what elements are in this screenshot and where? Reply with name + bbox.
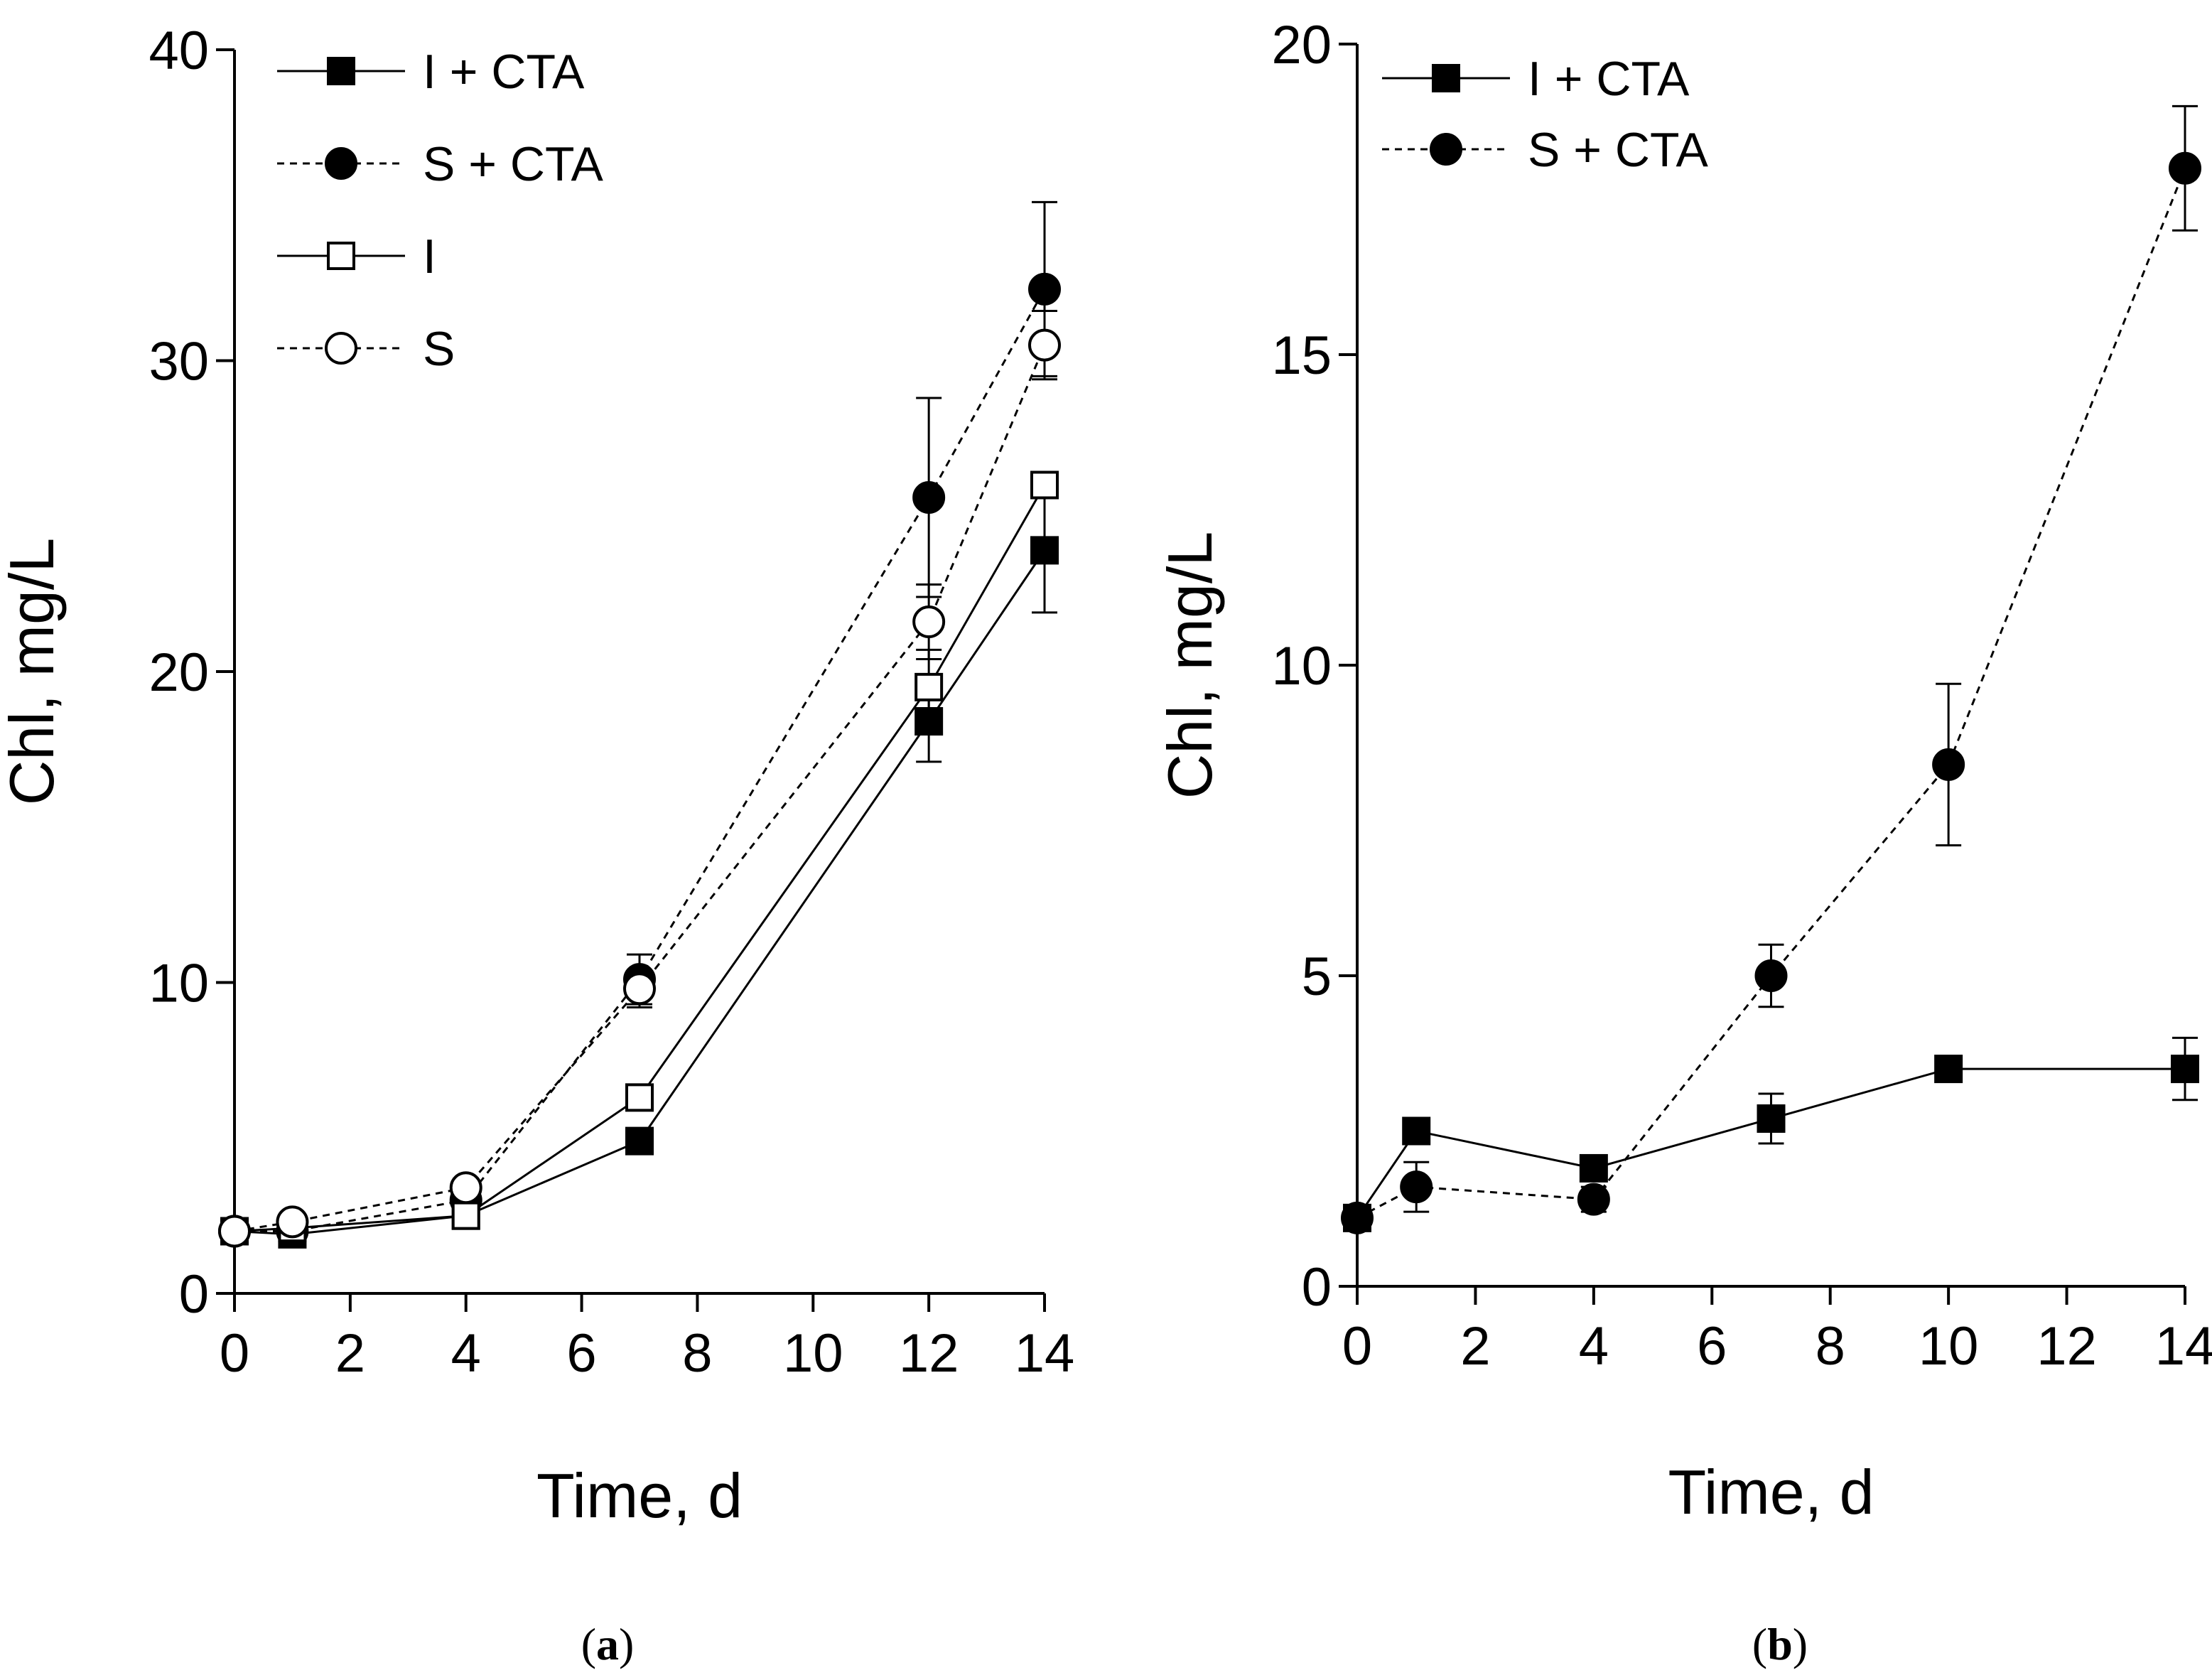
legend-marker (1432, 64, 1460, 92)
x-tick-label: 8 (682, 1323, 712, 1384)
y-tick-label: 20 (149, 642, 209, 703)
x-tick-label: 10 (783, 1323, 843, 1384)
y-tick-label: 15 (1271, 325, 1332, 386)
data-point (1402, 1116, 1431, 1146)
x-tick-label: 2 (335, 1323, 365, 1384)
x-tick-label: 8 (1816, 1316, 1845, 1377)
x-tick-label: 6 (1697, 1316, 1727, 1377)
data-point (218, 1215, 251, 1248)
y-tick-label: 0 (179, 1264, 209, 1325)
legend-marker (327, 242, 355, 270)
y-axis-title: Chl, mg/L (1155, 532, 1225, 799)
x-tick-label: 12 (899, 1323, 959, 1384)
data-point (1030, 536, 1059, 565)
x-tick-label: 14 (1015, 1323, 1075, 1384)
data-point (449, 1171, 482, 1205)
x-tick-label: 6 (566, 1323, 596, 1384)
data-point (1400, 1170, 1433, 1204)
caption-letter: b (1767, 1619, 1793, 1669)
chart-panel-a: 0 10 20 30 40 0 2 4 6 8 10 12 14 Time, d Chl, mg/L (a) I… (0, 21, 1074, 1669)
legend-item: I + CTA (1382, 52, 1690, 106)
data-point (912, 481, 946, 514)
legend-marker (327, 57, 355, 85)
series-line (234, 289, 1046, 1232)
data-point (915, 672, 944, 701)
caption-close-paren: ) (1793, 1619, 1808, 1669)
legend-label: S + CTA (1528, 123, 1708, 177)
x-tick-label: 4 (1579, 1316, 1609, 1377)
data-point (1754, 959, 1788, 992)
series-s (218, 310, 1061, 1248)
x-axis-title: Time, d (536, 1460, 743, 1531)
chart-panel-b: 0 5 10 15 20 0 2 4 6 8 10 12 14 Time, d Chl, mg/L (b) I … (1155, 15, 2212, 1669)
series-line (1356, 168, 2186, 1219)
caption-letter: a (596, 1619, 619, 1669)
x-tick-label: 2 (1460, 1316, 1490, 1377)
y-tick-label: 10 (1271, 636, 1332, 696)
series-s-cta (1341, 104, 2201, 1234)
legend-label: I + CTA (423, 45, 585, 99)
legend: I + CTA S + CTA (1382, 52, 1708, 177)
data-point (451, 1201, 480, 1230)
series-line (1356, 1067, 2185, 1219)
legend-marker (325, 332, 357, 365)
legend-item: I (277, 230, 436, 284)
series-i-cta (220, 487, 1059, 1249)
data-point (1028, 272, 1061, 306)
series-line (234, 345, 1046, 1232)
y-tick-label: 30 (149, 332, 209, 392)
legend-item: I + CTA (277, 45, 585, 99)
y-axis-title: Chl, mg/L (0, 538, 67, 806)
x-tick-label: 10 (1919, 1316, 1979, 1377)
panel-caption: (b) (1752, 1619, 1808, 1669)
legend-label: S + CTA (423, 137, 603, 191)
y-tick-label: 40 (149, 21, 209, 81)
legend-marker (1430, 133, 1462, 166)
data-point (1932, 748, 1965, 781)
data-point (623, 972, 656, 1006)
x-tick-label: 12 (2036, 1316, 2097, 1377)
data-point (1030, 470, 1059, 500)
series-i-cta (1343, 1036, 2199, 1232)
data-point (1577, 1183, 1610, 1216)
data-point (2169, 151, 2201, 185)
panel-caption: (a) (581, 1619, 635, 1669)
legend-label: I (423, 230, 436, 284)
data-point (1341, 1201, 1374, 1234)
x-tick-label: 14 (2155, 1316, 2212, 1377)
legend-item: S + CTA (277, 137, 603, 191)
data-point (1757, 1104, 1786, 1134)
data-point (1934, 1055, 1963, 1084)
caption-close-paren: ) (619, 1619, 634, 1669)
y-tick-label: 20 (1271, 15, 1332, 75)
legend-label: S (423, 322, 455, 376)
data-point (276, 1205, 309, 1239)
data-point (625, 1126, 654, 1156)
data-point (1579, 1153, 1608, 1183)
caption-open-paren: ( (1752, 1619, 1767, 1669)
legend-item: S + CTA (1382, 123, 1708, 177)
y-tick-label: 0 (1302, 1257, 1332, 1318)
x-axis-title: Time, d (1668, 1457, 1874, 1527)
legend-label: I + CTA (1528, 52, 1690, 106)
data-point (2171, 1055, 2199, 1084)
legend-marker (325, 147, 357, 180)
x-tick-label: 0 (220, 1323, 249, 1384)
data-point (1028, 328, 1061, 362)
legend: I + CTA S + CTA IS (277, 45, 603, 376)
x-tick-label: 4 (451, 1323, 481, 1384)
data-point (912, 605, 946, 638)
caption-open-paren: ( (581, 1619, 596, 1669)
y-tick-label: 5 (1302, 947, 1332, 1007)
x-tick-label: 0 (1342, 1316, 1372, 1377)
y-tick-label: 10 (149, 954, 209, 1014)
data-point (625, 1083, 654, 1112)
legend-item: S (277, 322, 455, 376)
